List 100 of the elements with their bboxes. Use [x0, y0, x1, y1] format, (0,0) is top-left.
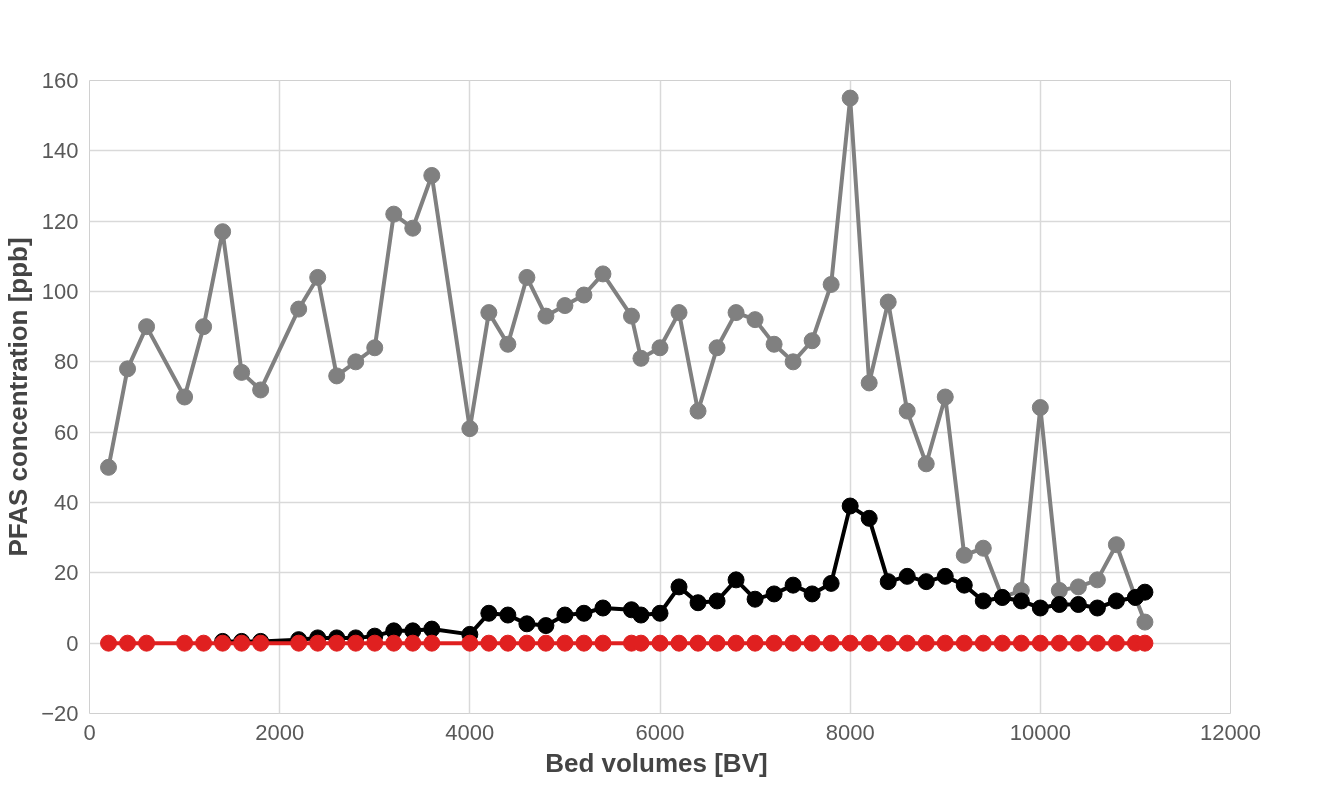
- point: [1050, 581, 1068, 599]
- point: [708, 634, 726, 652]
- point: [765, 585, 783, 603]
- point: [651, 634, 669, 652]
- point: [622, 307, 640, 325]
- x-axis-title: Bed volumes [BV]: [545, 747, 768, 778]
- point: [328, 367, 346, 385]
- point: [1069, 578, 1087, 596]
- point: [765, 634, 783, 652]
- point: [138, 318, 156, 336]
- point: [879, 573, 897, 591]
- point: [233, 363, 251, 381]
- point: [1031, 399, 1049, 417]
- point: [423, 166, 441, 184]
- point: [1088, 634, 1106, 652]
- point: [176, 388, 194, 406]
- point: [347, 353, 365, 371]
- point: [917, 634, 935, 652]
- point: [214, 223, 232, 241]
- point: [803, 634, 821, 652]
- point: [955, 546, 973, 564]
- x-tick-label: 2000: [255, 719, 305, 745]
- point: [955, 634, 973, 652]
- point: [632, 349, 650, 367]
- point: [1088, 571, 1106, 589]
- point: [594, 599, 612, 617]
- point: [119, 634, 137, 652]
- point: [993, 634, 1011, 652]
- x-tick-label: 10000: [1009, 719, 1071, 745]
- point: [423, 620, 441, 638]
- point: [898, 634, 916, 652]
- point: [461, 634, 479, 652]
- point: [708, 592, 726, 610]
- point: [1069, 596, 1087, 613]
- point: [955, 576, 973, 594]
- point: [860, 374, 878, 392]
- point: [727, 634, 745, 652]
- y-tick-label: 80: [54, 349, 79, 375]
- point: [974, 539, 992, 557]
- point: [651, 339, 669, 357]
- point: [1050, 596, 1068, 613]
- point: [423, 634, 441, 652]
- y-axis-title: PFAS concentration [ppb]: [3, 237, 34, 557]
- y-tick-label: 40: [54, 490, 79, 515]
- point: [670, 578, 688, 596]
- point: [309, 634, 327, 652]
- x-tick-label: 6000: [635, 719, 685, 745]
- point: [822, 275, 840, 293]
- point: [195, 634, 213, 652]
- point: [100, 458, 118, 476]
- point: [974, 592, 992, 610]
- point: [480, 604, 498, 622]
- point: [537, 617, 555, 635]
- point: [689, 402, 707, 420]
- point: [366, 339, 384, 357]
- point: [822, 634, 840, 652]
- point: [708, 339, 726, 357]
- point: [784, 353, 802, 371]
- point: [575, 634, 593, 652]
- y-tick-label: −20: [41, 701, 79, 726]
- point: [556, 606, 574, 624]
- point: [499, 634, 517, 652]
- point: [879, 634, 897, 652]
- y-tick-label: 100: [41, 279, 79, 304]
- point: [1012, 592, 1030, 610]
- y-tick-label: 160: [41, 68, 79, 93]
- point: [556, 297, 574, 315]
- point: [518, 268, 536, 286]
- point: [1050, 634, 1068, 652]
- point: [385, 634, 403, 652]
- point: [860, 509, 878, 527]
- point: [1012, 634, 1030, 652]
- x-tick-label: 8000: [825, 719, 875, 745]
- point: [537, 634, 555, 652]
- point: [1107, 536, 1125, 554]
- point: [385, 205, 403, 223]
- point: [898, 567, 916, 585]
- point: [100, 634, 118, 652]
- point: [1107, 634, 1125, 652]
- point: [1031, 599, 1049, 617]
- y-tick-label: 60: [54, 419, 79, 445]
- point: [1136, 613, 1154, 631]
- point: [784, 576, 802, 594]
- point: [974, 634, 992, 652]
- point: [841, 89, 859, 107]
- point: [176, 634, 194, 652]
- point: [822, 574, 840, 592]
- x-tick-label: 12000: [1199, 719, 1262, 745]
- point: [936, 634, 954, 652]
- y-tick-label: 140: [41, 138, 79, 164]
- point: [670, 634, 688, 652]
- point: [518, 615, 536, 633]
- point: [689, 594, 707, 612]
- point: [765, 335, 783, 353]
- point: [518, 634, 536, 652]
- y-tick-label: 0: [66, 630, 79, 656]
- point: [746, 590, 764, 608]
- point: [119, 360, 137, 378]
- point: [784, 634, 802, 652]
- point: [632, 606, 650, 624]
